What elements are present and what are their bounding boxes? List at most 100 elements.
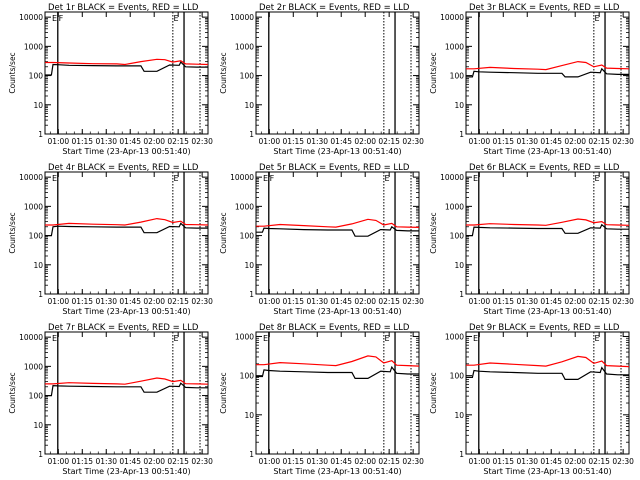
series-lld-line	[466, 218, 630, 226]
y-axis-label: Counts/sec	[219, 372, 228, 413]
x-axis-label: Start Time (23-Apr-13 00:51:40)	[273, 467, 401, 476]
chart-panel-4: Det 4r BLACK = Events, RED = LLD 1 10 100 10…	[8, 163, 213, 316]
x-tick-label: 02:00	[143, 297, 165, 306]
x-tick-label: 02:15	[378, 457, 400, 466]
x-tick-label: 01:45	[119, 297, 141, 306]
y-tick-label: 10	[244, 101, 254, 110]
plot-frame	[465, 11, 630, 135]
x-tick-label: 02:30	[402, 137, 424, 146]
x-tick-label: 02:00	[564, 457, 586, 466]
x-tick-label: 01:45	[540, 137, 562, 146]
marker-label: E	[174, 14, 179, 23]
y-tick-label: 10000	[440, 13, 464, 22]
x-tick-label: 01:15	[282, 457, 304, 466]
y-tick-label: 100	[240, 232, 255, 241]
y-tick-label: 100	[29, 72, 44, 81]
x-tick-label: 02:30	[191, 137, 213, 146]
y-tick-label: 10	[454, 261, 464, 270]
series-lld-line	[45, 217, 209, 226]
y-tick-label: 10	[244, 411, 254, 420]
x-tick-label: 01:30	[306, 297, 328, 306]
series-events-line	[256, 225, 419, 237]
plot-frame	[255, 171, 420, 295]
y-tick-label: 1	[459, 450, 464, 459]
x-axis-label: Start Time (23-Apr-13 00:51:40)	[273, 307, 401, 316]
marker-label: E	[385, 174, 390, 183]
x-tick-label: 02:15	[167, 457, 189, 466]
plot-frame	[44, 11, 209, 135]
x-tick-label: 01:00	[468, 297, 490, 306]
marker-label: F	[270, 174, 275, 183]
x-tick-label: 01:45	[540, 457, 562, 466]
y-axis-label: Counts/sec	[429, 372, 438, 413]
plot-frame	[44, 331, 209, 455]
chart-panel-6: Det 6r BLACK = Events, RED = LLD 1 10 100 10…	[429, 163, 634, 316]
series-lld-line	[466, 60, 630, 71]
y-tick-label: 1	[38, 130, 43, 139]
x-tick-label: 01:00	[47, 137, 69, 146]
plot-frame	[465, 331, 630, 455]
y-tick-label: 1	[459, 290, 464, 299]
x-axis-label: Start Time (23-Apr-13 00:51:40)	[62, 307, 190, 316]
y-tick-label: 100	[450, 372, 465, 381]
x-tick-label: 01:30	[95, 297, 117, 306]
x-tick-label: 01:00	[258, 297, 280, 306]
y-tick-label: 10000	[19, 13, 43, 22]
y-tick-label: 10000	[230, 173, 254, 182]
chart-panel-3: Det 3r BLACK = Events, RED = LLD 1 10 100 10…	[429, 3, 634, 156]
y-tick-label: 1000	[235, 202, 254, 211]
x-tick-label: 02:30	[612, 297, 634, 306]
y-tick-label: 1	[38, 290, 43, 299]
x-tick-label: 02:30	[191, 457, 213, 466]
chart-panel-9: Det 9r BLACK = Events, RED = LLD 1 10 100 10…	[429, 323, 634, 476]
x-tick-label: 01:30	[516, 137, 538, 146]
x-tick-label: 01:45	[119, 457, 141, 466]
chart-title: Det 8r BLACK = Events, RED = LLD	[259, 323, 410, 333]
y-tick-label: 10	[244, 261, 254, 270]
chart-title: Det 7r BLACK = Events, RED = LLD	[48, 323, 199, 333]
chart-panel-2: Det 2r BLACK = Events, RED = LLD 1 10 100 10…	[219, 3, 424, 156]
series-events-line	[466, 67, 629, 78]
chart-title: Det 2r BLACK = Events, RED = LLD	[259, 3, 410, 13]
x-axis-label: Start Time (23-Apr-13 00:51:40)	[483, 307, 611, 316]
y-tick-label: 10000	[19, 333, 43, 342]
chart-title: Det 3r BLACK = Events, RED = LLD	[469, 3, 620, 13]
x-tick-label: 01:15	[282, 297, 304, 306]
series-events-line	[466, 223, 629, 237]
series-lld-line	[466, 355, 630, 368]
x-tick-label: 01:00	[47, 457, 69, 466]
x-tick-label: 01:30	[306, 457, 328, 466]
x-tick-label: 02:00	[564, 297, 586, 306]
x-tick-label: 01:15	[71, 297, 93, 306]
x-tick-label: 01:00	[258, 457, 280, 466]
y-tick-label: 100	[240, 372, 255, 381]
chart-panel-7: Det 7r BLACK = Events, RED = LLD 1 10 100 10…	[8, 323, 213, 476]
y-axis-label: Counts/sec	[429, 212, 438, 253]
marker-label: E	[473, 334, 478, 343]
y-axis-label: Counts/sec	[8, 52, 17, 93]
x-tick-label: 01:15	[71, 457, 93, 466]
x-tick-label: 01:15	[492, 137, 514, 146]
x-tick-label: 02:00	[143, 137, 165, 146]
x-tick-label: 02:30	[402, 457, 424, 466]
x-tick-label: 01:45	[119, 137, 141, 146]
y-tick-label: 1000	[445, 332, 464, 341]
x-tick-label: 01:30	[516, 457, 538, 466]
x-axis-label: Start Time (23-Apr-13 00:51:40)	[62, 147, 190, 156]
x-tick-label: 01:15	[71, 137, 93, 146]
plot-frame	[44, 171, 209, 295]
x-tick-label: 01:45	[540, 297, 562, 306]
series-events-line	[45, 61, 208, 76]
x-tick-label: 01:45	[330, 297, 352, 306]
y-tick-label: 100	[29, 232, 44, 241]
y-tick-label: 1000	[24, 202, 43, 211]
y-tick-label: 10	[33, 101, 43, 110]
y-tick-label: 1000	[24, 362, 43, 371]
x-tick-label: 02:15	[378, 137, 400, 146]
y-tick-label: 1000	[235, 42, 254, 51]
chart-panel-8: Det 8r BLACK = Events, RED = LLD 1 10 100 10…	[219, 323, 424, 476]
x-tick-label: 01:30	[95, 137, 117, 146]
y-tick-label: 100	[450, 72, 465, 81]
x-tick-label: 02:30	[612, 457, 634, 466]
x-axis-label: Start Time (23-Apr-13 00:51:40)	[483, 467, 611, 476]
